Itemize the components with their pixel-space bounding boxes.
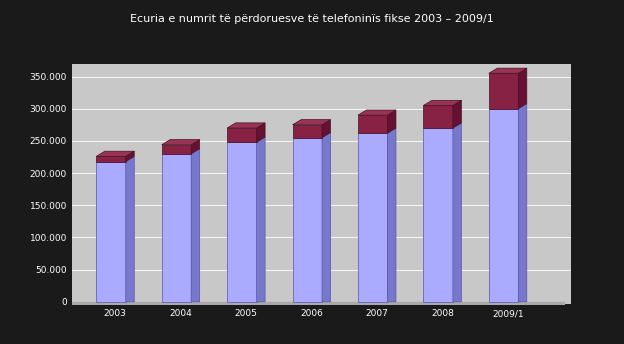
Bar <box>293 138 322 302</box>
Polygon shape <box>126 157 134 302</box>
Bar <box>424 128 453 302</box>
Bar <box>96 157 126 161</box>
Bar <box>162 145 191 154</box>
Text: Ecuria e numrit të përdoruesve të telefoninïs fikse 2003 – 2009/1: Ecuria e numrit të përdoruesve të telefo… <box>130 14 494 24</box>
Bar <box>424 106 453 128</box>
Polygon shape <box>256 137 265 302</box>
Polygon shape <box>453 100 461 128</box>
Polygon shape <box>322 120 331 138</box>
Polygon shape <box>519 68 527 109</box>
Bar <box>293 125 322 138</box>
Polygon shape <box>227 123 265 128</box>
Polygon shape <box>322 132 331 302</box>
Polygon shape <box>96 151 134 157</box>
Bar <box>162 154 191 302</box>
Polygon shape <box>162 140 200 145</box>
Polygon shape <box>519 104 527 302</box>
Bar <box>227 142 256 302</box>
Polygon shape <box>256 123 265 142</box>
Bar <box>358 133 388 302</box>
Polygon shape <box>191 149 200 302</box>
Bar <box>489 73 519 109</box>
Polygon shape <box>489 68 527 73</box>
Polygon shape <box>293 120 331 125</box>
Polygon shape <box>388 110 396 133</box>
Polygon shape <box>388 128 396 302</box>
Polygon shape <box>191 140 200 154</box>
Bar <box>489 109 519 302</box>
Polygon shape <box>453 123 461 302</box>
Polygon shape <box>358 110 396 115</box>
Bar <box>96 161 126 302</box>
Polygon shape <box>424 100 461 106</box>
Polygon shape <box>126 151 134 161</box>
Bar <box>227 128 256 142</box>
Bar <box>358 115 388 133</box>
